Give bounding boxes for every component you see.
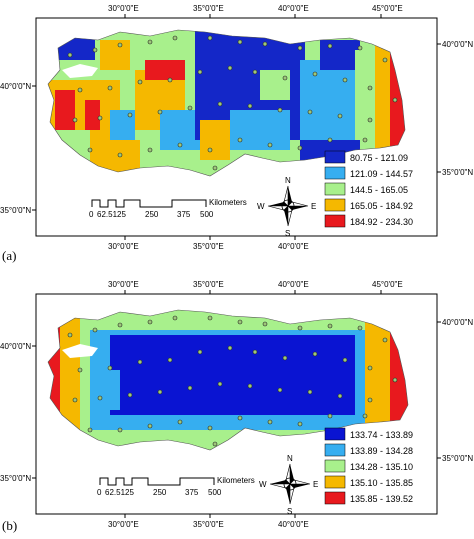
x-tick-top: 30°0'0"E: [108, 4, 139, 13]
legend-swatch: [324, 443, 346, 457]
scale-tick: 375: [177, 210, 191, 219]
scale-bar-a: Kilometers 0 62.5125 250 375 500: [89, 198, 247, 219]
compass-e: E: [313, 480, 318, 489]
legend-label: 184.92 - 234.30: [350, 217, 413, 227]
y-tick-left: 35°0'0"N: [0, 474, 31, 483]
legend-swatch: [324, 491, 346, 505]
country-outline-b: [47, 309, 409, 451]
ticks-b: [32, 290, 441, 518]
x-tick-bottom: 35°0'0"E: [193, 242, 224, 251]
legend-label: 135.10 - 135.85: [350, 478, 413, 488]
legend-swatch: [324, 182, 346, 196]
scale-unit: Kilometers: [209, 198, 247, 207]
legend-swatch: [324, 475, 346, 489]
y-tick-right: 40°0'0"N: [442, 318, 473, 327]
y-tick-left: 35°0'0"N: [0, 206, 31, 215]
x-tick-bottom: 30°0'0"E: [108, 242, 139, 251]
legend-swatch: [324, 150, 346, 164]
country-outline-a: [47, 29, 406, 177]
panel-label-b: (b): [2, 518, 18, 533]
legend-a: 80.75 - 121.09 121.09 - 144.57 144.5 - 165…: [324, 150, 413, 228]
map-panel-b: 30°0'0"E 35°0'0"E 40°0'0"E 45°0'0"E 30°0…: [0, 280, 473, 529]
scale-unit: Kilometers: [217, 476, 255, 485]
legend-label: 165.05 - 184.92: [350, 201, 413, 211]
marmara-sea-a: [62, 64, 98, 78]
station-dots-a: [67, 35, 398, 171]
legend-b: 133.74 - 133.89 133.89 - 134.28 134.28 - 1…: [324, 427, 413, 505]
station-dots-b: [67, 315, 398, 447]
compass-rose-icon: N S E W: [257, 176, 316, 238]
scale-bar-b: Kilometers 0 62.5125 250 375 500: [97, 476, 255, 497]
scale-tick: 500: [200, 210, 214, 219]
y-tick-right: 35°0'0"N: [442, 168, 473, 177]
y-tick-right: 40°0'0"N: [442, 40, 473, 49]
x-tick-top: 35°0'0"E: [193, 280, 224, 289]
x-tick-top: 40°0'0"E: [278, 280, 309, 289]
scale-tick: 375: [185, 488, 199, 497]
ticks-top-a: [32, 14, 441, 240]
compass-n: N: [287, 454, 293, 463]
x-tick-top: 45°0'0"E: [372, 280, 403, 289]
scale-tick: 62.5125: [105, 488, 134, 497]
legend-swatch: [324, 459, 346, 473]
x-tick-top: 35°0'0"E: [193, 4, 224, 13]
legend-swatch: [324, 214, 346, 228]
map-panel-a: 30°0'0"E 35°0'0"E 40°0'0"E 45°0'0"E 30°0…: [0, 4, 473, 251]
scale-tick: 62.5125: [97, 210, 126, 219]
x-tick-top: 30°0'0"E: [108, 280, 139, 289]
panel-label-a: (a): [2, 248, 17, 263]
legend-label: 80.75 - 121.09: [350, 153, 408, 163]
y-tick-left: 40°0'0"N: [0, 82, 31, 91]
legend-label: 121.09 - 144.57: [350, 169, 413, 179]
scale-tick: 250: [153, 488, 167, 497]
legend-swatch: [324, 198, 346, 212]
legend-label: 133.89 - 134.28: [350, 446, 413, 456]
legend-label: 135.85 - 139.52: [350, 494, 413, 504]
x-tick-top: 40°0'0"E: [278, 4, 309, 13]
legend-swatch: [324, 166, 346, 180]
legend-label: 134.28 - 135.10: [350, 462, 413, 472]
compass-e: E: [311, 202, 316, 211]
x-tick-bottom: 40°0'0"E: [278, 520, 309, 529]
x-tick-bottom: 30°0'0"E: [108, 520, 139, 529]
compass-w: W: [257, 202, 265, 211]
y-tick-right: 35°0'0"N: [442, 454, 473, 463]
compass-n: N: [285, 176, 291, 185]
compass-s: S: [285, 229, 290, 238]
legend-label: 133.74 - 133.89: [350, 430, 413, 440]
compass-w: W: [259, 480, 267, 489]
scale-tick: 0: [97, 488, 102, 497]
scale-tick: 0: [89, 210, 94, 219]
legend-label: 144.5 - 165.05: [350, 185, 408, 195]
x-tick-top: 45°0'0"E: [372, 4, 403, 13]
marmara-sea-b: [62, 344, 98, 358]
y-tick-left: 40°0'0"N: [0, 342, 31, 351]
legend-swatch: [324, 427, 346, 441]
scale-tick: 500: [208, 488, 222, 497]
scale-tick: 250: [145, 210, 159, 219]
compass-s: S: [287, 507, 292, 516]
compass-rose-icon: N S E W: [259, 454, 318, 516]
x-tick-bottom: 40°0'0"E: [278, 242, 309, 251]
x-tick-bottom: 35°0'0"E: [193, 520, 224, 529]
